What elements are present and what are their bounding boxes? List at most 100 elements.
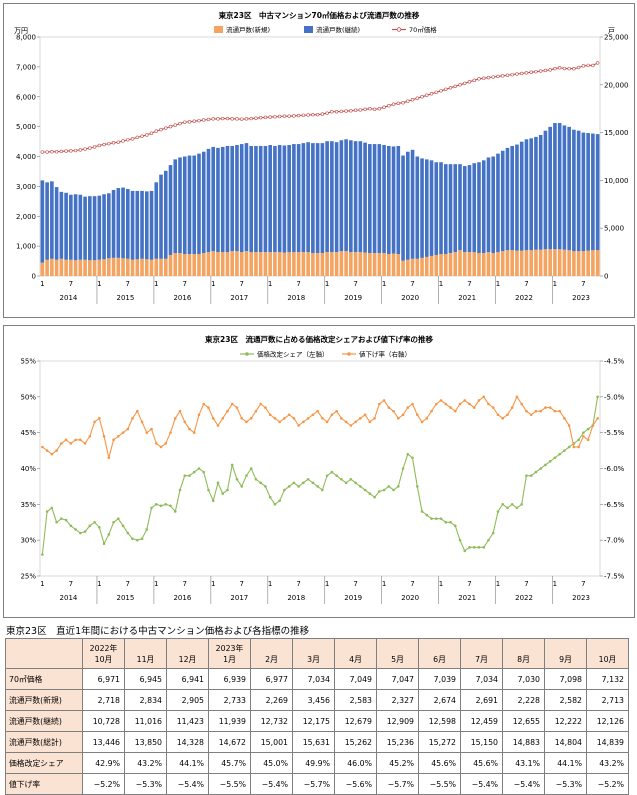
- bar-continuing: [54, 187, 59, 260]
- bar-continuing: [553, 123, 557, 250]
- column-header-year: [503, 643, 544, 654]
- point-price: [216, 117, 220, 121]
- point-cut-rate: [444, 402, 448, 406]
- point-cut-rate: [425, 417, 429, 420]
- point-price: [69, 149, 73, 153]
- point-share: [202, 470, 206, 474]
- point-price: [315, 112, 320, 117]
- point-cut-rate: [235, 406, 239, 409]
- point-price: [510, 72, 514, 77]
- point-share: [558, 452, 561, 456]
- table-header-row: 2022年 10月 11月 12月 2023年 1月 2月 3月 4月 5月 6月 7…: [5, 638, 629, 669]
- point-price: [406, 99, 410, 103]
- point-share: [131, 537, 134, 541]
- bar-new: [216, 252, 220, 276]
- point-cut-rate: [463, 399, 467, 402]
- point-share: [216, 481, 220, 485]
- right-tick-label: -6.0%: [604, 465, 625, 473]
- point-cut-rate: [169, 431, 172, 434]
- bar-new: [453, 252, 458, 276]
- point-cut-rate: [586, 438, 590, 442]
- point-share: [93, 520, 96, 524]
- bar-new: [69, 259, 73, 276]
- chart-title: 東京23区 中古マンション70㎡価格および流通戸数の推移: [219, 10, 420, 20]
- point-cut-rate: [302, 420, 305, 424]
- point-share: [140, 537, 144, 541]
- month-tick-label: 7: [296, 580, 300, 588]
- point-cut-rate: [539, 409, 542, 413]
- point-cut-rate: [553, 409, 557, 413]
- point-price: [387, 104, 391, 108]
- bar-continuing: [296, 144, 301, 253]
- point-share: [117, 517, 120, 520]
- point-share: [135, 538, 139, 542]
- table-cell: 46.0%: [334, 752, 377, 774]
- point-price: [501, 74, 505, 78]
- table-cell: 14,839: [586, 731, 629, 753]
- point-share: [501, 503, 505, 506]
- row-label: 値下げ率: [5, 773, 83, 795]
- month-tick-label: 1: [268, 280, 272, 288]
- column-header-year: [545, 643, 586, 654]
- bar-new: [548, 249, 552, 276]
- point-share: [563, 449, 566, 452]
- point-price: [221, 116, 225, 121]
- bar-new: [320, 253, 325, 276]
- bar-continuing: [576, 130, 581, 252]
- point-share: [544, 463, 547, 467]
- point-price: [145, 133, 149, 137]
- bar-new: [553, 249, 557, 276]
- point-cut-rate: [60, 442, 63, 445]
- month-tick-label: 1: [382, 580, 386, 588]
- point-price: [382, 105, 386, 109]
- table-cell: 7,039: [418, 668, 461, 690]
- bar-continuing: [548, 126, 552, 250]
- point-share: [325, 474, 329, 477]
- bar-continuing: [562, 125, 567, 250]
- table-cell: 2,674: [418, 689, 461, 711]
- month-tick-label: 7: [353, 280, 357, 288]
- month-tick-label: 1: [40, 580, 44, 588]
- table-row: 70㎡価格 6,971 6,945 6,941 6,939 6,977 7,034 7,049…: [5, 668, 629, 690]
- month-tick-label: 1: [211, 280, 215, 288]
- month-tick-label: 1: [325, 280, 329, 288]
- point-cut-rate: [230, 402, 234, 406]
- column-header: 5月: [376, 638, 419, 669]
- bar-continuing: [538, 134, 543, 250]
- left-axis-unit: 万円: [14, 27, 28, 35]
- point-share: [363, 488, 367, 492]
- point-price: [372, 107, 377, 111]
- table-cell: 43.1%: [502, 752, 545, 774]
- bar-continuing: [273, 145, 277, 253]
- table-cell: 14,804: [544, 731, 587, 753]
- point-cut-rate: [378, 402, 381, 406]
- bar-continuing: [325, 141, 329, 253]
- bar-new: [429, 255, 434, 276]
- point-price: [557, 66, 562, 70]
- point-price: [548, 68, 552, 72]
- point-share: [378, 490, 381, 493]
- table-cell: 13,850: [124, 731, 167, 753]
- bar-new: [472, 252, 477, 276]
- table-cell: 45.7%: [208, 752, 251, 774]
- month-tick-label: 1: [553, 280, 557, 288]
- point-share: [340, 477, 343, 481]
- bar-continuing: [415, 156, 420, 259]
- point-cut-rate: [173, 417, 177, 420]
- point-share: [112, 520, 115, 524]
- bar-continuing: [239, 144, 244, 253]
- point-cut-rate: [591, 424, 595, 427]
- point-share: [45, 510, 49, 513]
- bar-new: [448, 253, 453, 276]
- point-cut-rate: [159, 445, 163, 449]
- bar-continuing: [244, 143, 249, 252]
- year-tick-label: 2019: [344, 294, 362, 302]
- bar-new: [349, 252, 353, 276]
- month-tick-label: 7: [183, 580, 187, 588]
- point-cut-rate: [183, 420, 187, 424]
- bar-continuing: [268, 145, 272, 253]
- point-share: [316, 485, 319, 488]
- year-tick-label: 2015: [117, 294, 135, 302]
- point-price: [363, 107, 367, 111]
